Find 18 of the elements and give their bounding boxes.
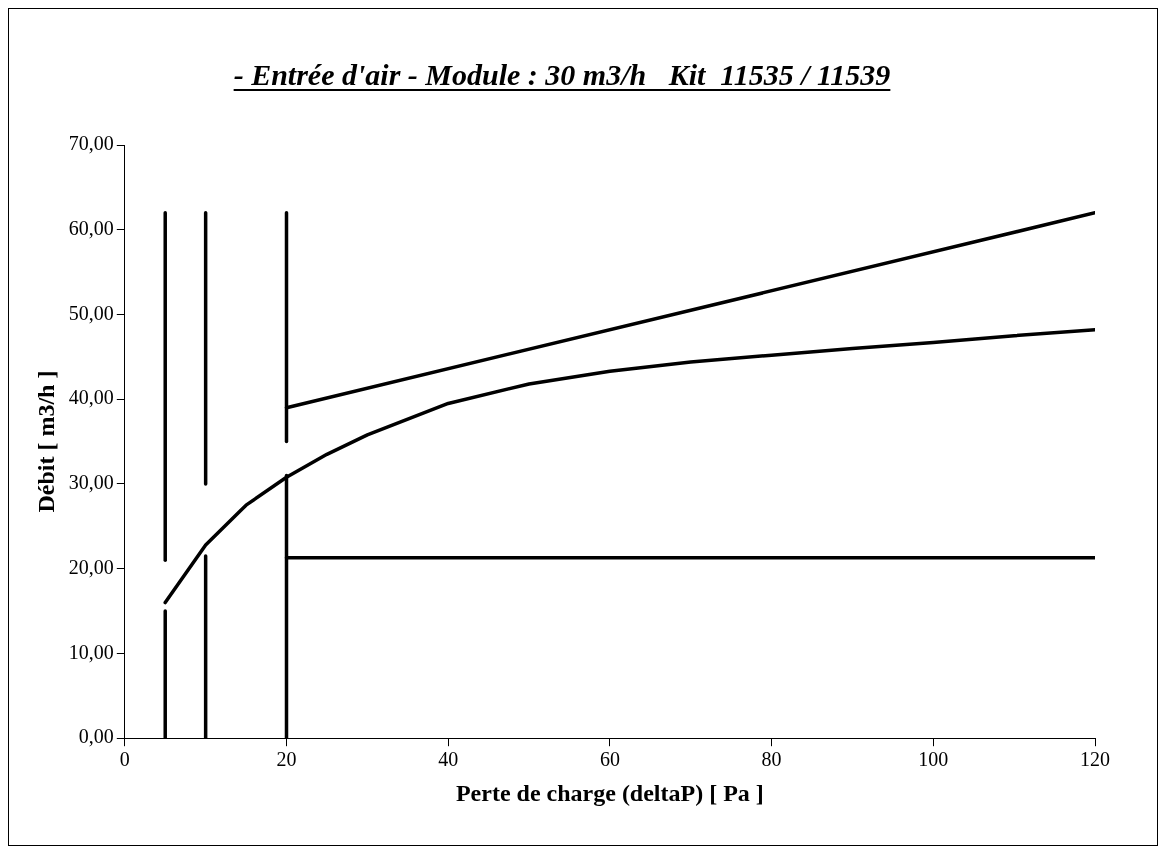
- x-tick-label: 0: [119, 748, 130, 771]
- x-tick-label: 20: [276, 748, 297, 771]
- y-tick-label: 20,00: [68, 555, 114, 578]
- x-tick-label: 120: [1080, 748, 1110, 771]
- x-tick-label: 100: [918, 748, 949, 771]
- y-tick-label: 70,00: [68, 132, 114, 155]
- x-tick-label: 40: [438, 748, 459, 771]
- y-tick-label: 40,00: [68, 386, 114, 409]
- x-tick-label: 80: [761, 748, 782, 771]
- y-tick-label: 60,00: [68, 216, 114, 239]
- y-tick-label: 50,00: [68, 301, 114, 324]
- y-tick-label: 30,00: [68, 471, 114, 494]
- x-tick-label: 60: [599, 748, 620, 771]
- y-tick-label: 0,00: [78, 725, 114, 748]
- y-tick-label: 10,00: [68, 640, 114, 663]
- x-axis-title: Perte de charge (deltaP) [ Pa ]: [455, 779, 764, 806]
- chart-title: - Entrée d'air - Module : 30 m3/h Kit 11535 / 11539: [233, 57, 891, 91]
- y-axis-title: Débit [ m3/h ]: [32, 370, 59, 513]
